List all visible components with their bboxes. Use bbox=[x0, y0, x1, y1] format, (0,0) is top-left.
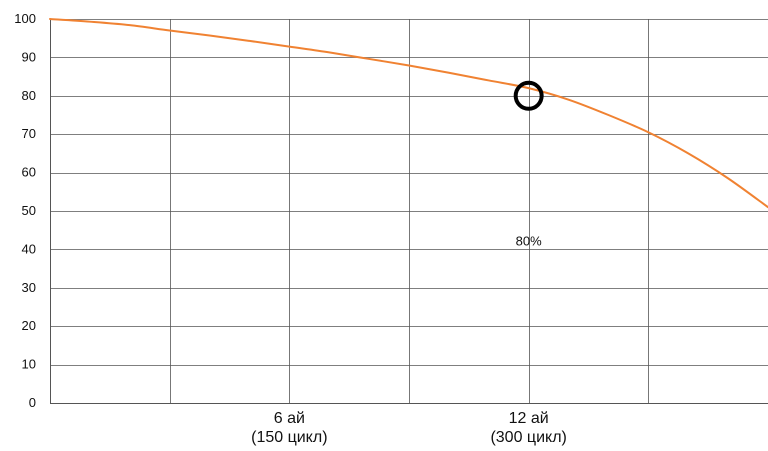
label-layer: 0 10 20 30 40 50 60 70 80 90 100 6 ай (150 цикл) 12 а… bbox=[14, 11, 567, 446]
y-tick-label-0: 0 bbox=[29, 395, 36, 410]
series-line-0 bbox=[49, 18, 768, 209]
y-tick-label-40: 40 bbox=[22, 241, 36, 256]
y-tick-label-20: 20 bbox=[22, 318, 36, 333]
grid-layer bbox=[50, 19, 768, 403]
series-layer bbox=[49, 18, 768, 209]
annotation-label-0: 80% bbox=[516, 234, 542, 249]
y-tick-label-90: 90 bbox=[22, 49, 36, 64]
y-tick-label-100: 100 bbox=[14, 11, 36, 26]
y-tick-label-30: 30 bbox=[22, 280, 36, 295]
y-tick-label-10: 10 bbox=[22, 357, 36, 372]
y-tick-label-50: 50 bbox=[22, 203, 36, 218]
axis-layer bbox=[50, 19, 768, 404]
y-tick-label-70: 70 bbox=[22, 126, 36, 141]
highlight-marker bbox=[513, 80, 544, 111]
x-tick-label-1: 12 ай (300 цикл) bbox=[490, 410, 566, 446]
y-tick-label-60: 60 bbox=[22, 165, 36, 180]
y-tick-label-80: 80 bbox=[22, 88, 36, 103]
x-tick-label-0: 6 ай (150 цикл) bbox=[251, 410, 327, 446]
marker-layer bbox=[513, 80, 544, 111]
